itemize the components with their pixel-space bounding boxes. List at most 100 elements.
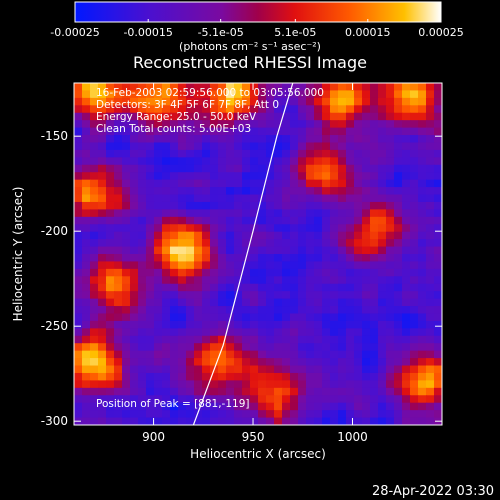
heatmap-cell (386, 246, 395, 255)
heatmap-cell (378, 179, 387, 188)
heatmap-cell (282, 261, 291, 270)
heatmap-cell (250, 90, 259, 99)
heatmap-cell (258, 90, 267, 99)
heatmap-cell (218, 179, 227, 188)
heatmap-cell (346, 291, 355, 300)
heatmap-cell (146, 313, 155, 322)
heatmap-cell (154, 343, 163, 352)
heatmap-cell (154, 246, 163, 255)
heatmap-cell (186, 239, 195, 248)
heatmap-cell (234, 105, 243, 114)
heatmap-cell (394, 254, 403, 263)
heatmap-cell (282, 120, 291, 129)
heatmap-cell (274, 276, 283, 285)
heatmap-cell (282, 291, 291, 300)
heatmap-cell (330, 387, 339, 396)
heatmap-cell (106, 224, 115, 233)
heatmap-cell (370, 157, 379, 166)
heatmap-cell (306, 298, 315, 307)
heatmap-cell (218, 83, 227, 92)
heatmap-cell (226, 83, 235, 92)
heatmap-cell (138, 105, 147, 114)
heatmap-cell (138, 97, 147, 106)
heatmap-cell (106, 261, 115, 270)
heatmap-cell (114, 365, 123, 374)
heatmap-cell (370, 216, 379, 225)
heatmap-cell (202, 127, 211, 136)
heatmap-cell (434, 179, 442, 188)
heatmap-cell (386, 164, 395, 173)
heatmap-cell (114, 209, 123, 218)
heatmap-cell (298, 402, 307, 411)
heatmap-cell (370, 320, 379, 329)
heatmap-cell (346, 328, 355, 337)
heatmap-cell (322, 83, 331, 92)
heatmap-cell (282, 135, 291, 144)
heatmap-cell (138, 268, 147, 277)
heatmap-cell (378, 194, 387, 203)
heatmap-cell (154, 283, 163, 292)
heatmap-cell (178, 194, 187, 203)
heatmap-cell (210, 328, 219, 337)
heatmap-cell (74, 410, 83, 419)
heatmap-cell (370, 350, 379, 359)
heatmap-cell (290, 224, 299, 233)
heatmap-cell (226, 164, 235, 173)
heatmap-cell (162, 328, 171, 337)
heatmap-cell (162, 187, 171, 196)
heatmap-cell (226, 387, 235, 396)
heatmap-cell (242, 410, 251, 419)
heatmap-cell (354, 291, 363, 300)
heatmap-cell (82, 97, 91, 106)
heatmap-cell (226, 335, 235, 344)
heatmap-cell (258, 417, 267, 425)
heatmap-cell (266, 298, 275, 307)
heatmap-cell (82, 187, 91, 196)
annotation-detectors: Detectors: 3F 4F 5F 6F 7F 8F, Att 0 (96, 99, 279, 111)
heatmap-cell (290, 380, 299, 389)
heatmap-cell (242, 105, 251, 114)
heatmap-cell (210, 358, 219, 367)
heatmap-cell (330, 201, 339, 210)
heatmap-cell (82, 328, 91, 337)
heatmap-cell (202, 417, 211, 425)
x-tick-label: 950 (242, 430, 265, 444)
heatmap-cell (426, 387, 435, 396)
heatmap-cell (306, 306, 315, 315)
heatmap-cell (242, 224, 251, 233)
heatmap-cell (194, 313, 203, 322)
colorbar-tick-label: -0.00015 (123, 26, 172, 39)
heatmap-cell (266, 120, 275, 129)
heatmap-cell (434, 372, 442, 381)
heatmap-cell (402, 112, 411, 121)
heatmap-cell (226, 417, 235, 425)
heatmap-cell (138, 201, 147, 210)
heatmap-cell (250, 410, 259, 419)
heatmap-cell (218, 395, 227, 404)
heatmap-cell (154, 380, 163, 389)
heatmap-cell (394, 179, 403, 188)
heatmap-cell (162, 283, 171, 292)
heatmap-cell (210, 283, 219, 292)
heatmap-cell (106, 306, 115, 315)
heatmap-cell (210, 387, 219, 396)
annotation-time: 16-Feb-2003 02:59:56.000 to 03:05:56.000 (96, 87, 324, 99)
heatmap-cell (114, 120, 123, 129)
heatmap-cell (130, 395, 139, 404)
heatmap-cell (322, 410, 331, 419)
heatmap-cell (82, 194, 91, 203)
heatmap-cell (410, 335, 419, 344)
heatmap-cell (146, 231, 155, 240)
heatmap-cell (362, 417, 371, 425)
heatmap-cell (234, 387, 243, 396)
heatmap-cell (378, 187, 387, 196)
heatmap-cell (402, 261, 411, 270)
heatmap-cell (386, 335, 395, 344)
heatmap-cell (330, 313, 339, 322)
heatmap-cell (146, 417, 155, 425)
heatmap-cell (290, 83, 299, 92)
heatmap-cell (186, 246, 195, 255)
heatmap-cell (170, 254, 179, 263)
heatmap-cell (74, 149, 83, 158)
heatmap-cell (274, 402, 283, 411)
